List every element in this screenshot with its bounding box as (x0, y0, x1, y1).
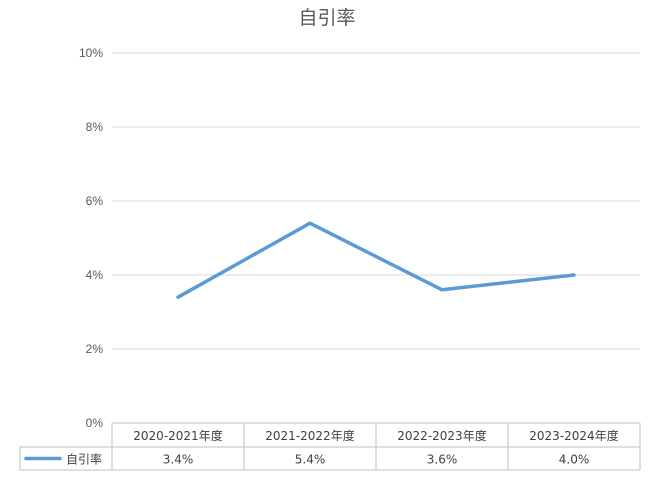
y-axis-ticks: 0% 2% 4% 6% 8% 10% (79, 46, 103, 430)
data-label: 5.4% (295, 453, 326, 467)
data-label: 4.0% (559, 453, 590, 467)
x-tick-label: 2020-2021年度 (133, 428, 222, 443)
series-line (176, 221, 576, 299)
data-label: 3.6% (427, 453, 458, 467)
y-tick-label: 10% (79, 46, 103, 60)
gridlines (112, 52, 640, 350)
data-table: 2020-2021年度 2021-2022年度 2022-2023年度 2023-20… (19, 422, 641, 471)
y-tick-label: 0% (86, 416, 104, 430)
y-tick-label: 2% (86, 342, 104, 356)
x-tick-label: 2022-2023年度 (397, 428, 486, 443)
y-tick-label: 4% (86, 268, 104, 282)
series-lines (176, 221, 576, 299)
y-tick-label: 8% (86, 120, 104, 134)
legend-label: 自引率 (66, 452, 102, 467)
x-tick-label: 2023-2024年度 (529, 428, 618, 443)
y-tick-label: 6% (86, 194, 104, 208)
chart-title: 自引率 (298, 7, 355, 29)
x-tick-label: 2021-2022年度 (265, 428, 354, 443)
data-label: 3.4% (163, 453, 194, 467)
